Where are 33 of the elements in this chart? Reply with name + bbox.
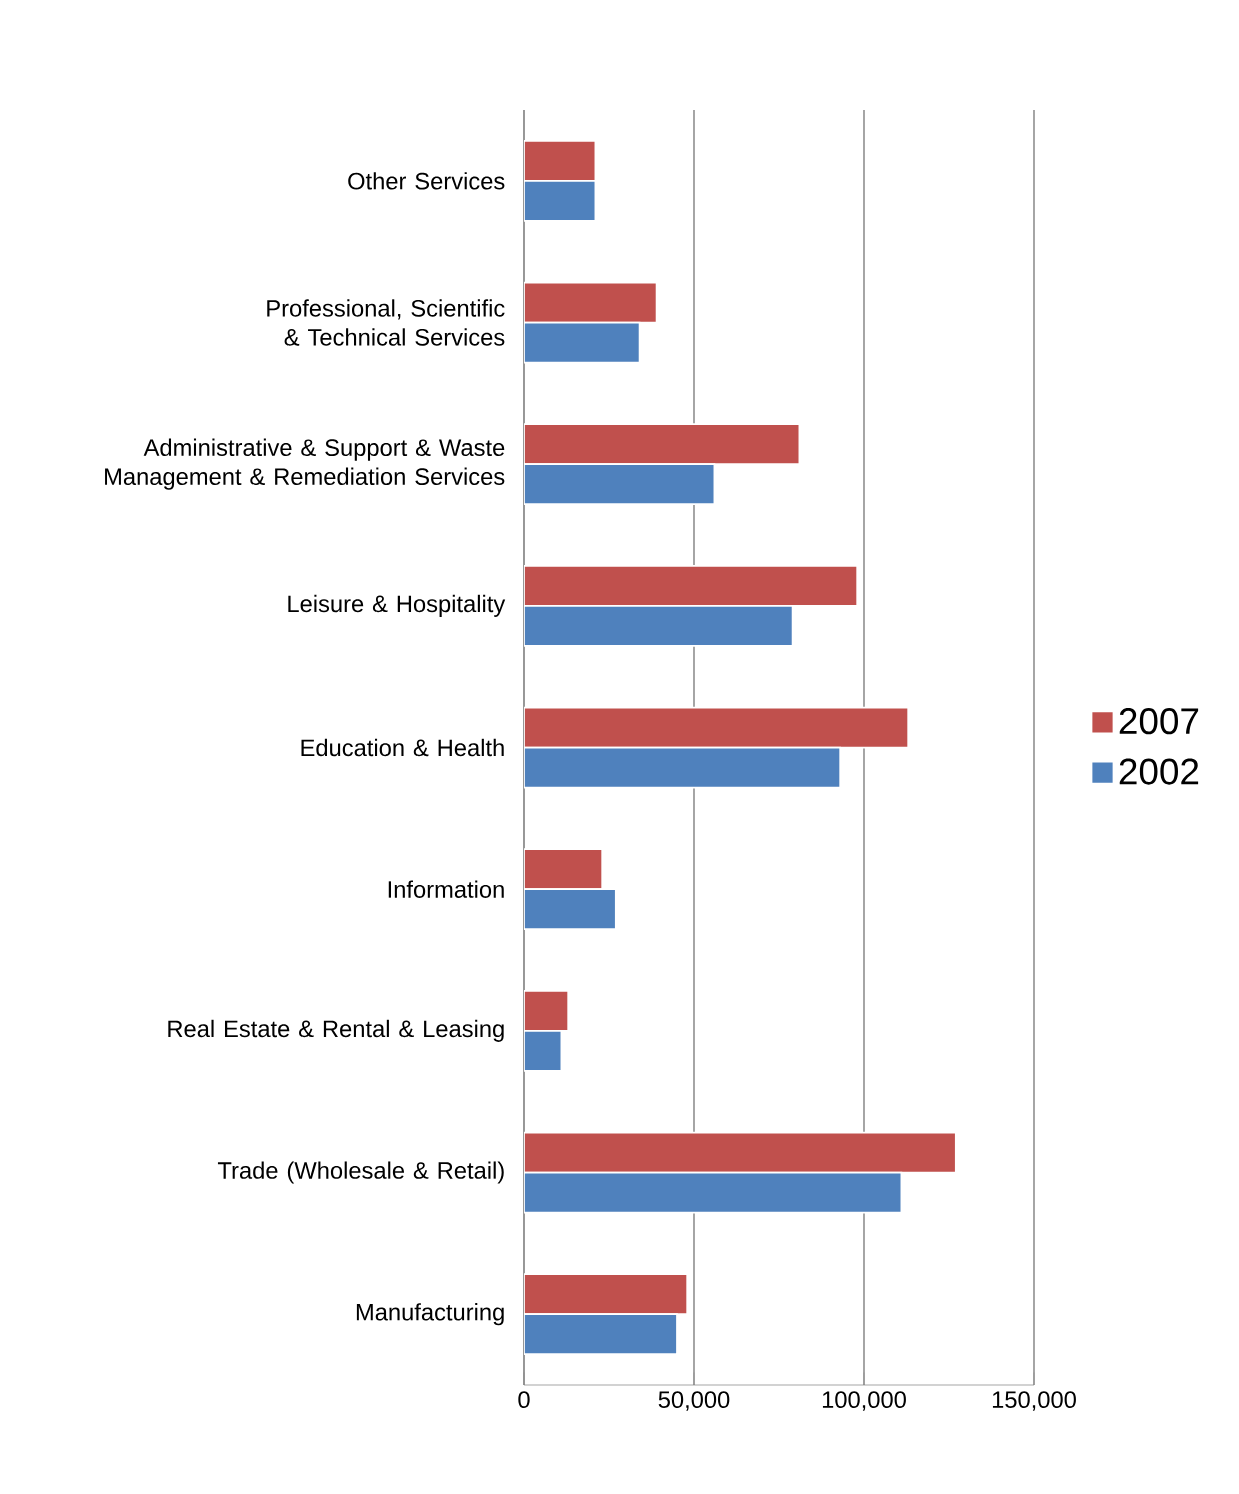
y-tick-label: Leisure & Hospitality	[288, 594, 506, 617]
y-tick-label: Professional, Scientific & Technical Services	[267, 299, 505, 346]
x-tick-label: 50,000	[658, 1391, 730, 1411]
bar	[524, 321, 641, 364]
legend-label: 2007	[1119, 708, 1199, 735]
y-tick-label: Trade (Wholesale & Retail)	[217, 1161, 504, 1184]
y-tick-label: Other Services	[348, 172, 505, 190]
bar	[524, 888, 617, 931]
y-tick-label: Administrative & Support & Waste Management & Remediation Services	[105, 438, 505, 490]
bar	[524, 564, 859, 607]
x-tick-label: 0	[518, 1391, 530, 1408]
bar	[524, 1171, 903, 1214]
bar	[524, 179, 597, 222]
bar	[524, 1273, 689, 1316]
bar	[524, 746, 842, 789]
x-tick-label: 100,000	[822, 1391, 906, 1411]
bar	[524, 848, 604, 891]
bar	[524, 706, 910, 749]
y-tick-label: Education & Health	[301, 738, 504, 757]
bar	[524, 1029, 563, 1072]
x-tick-label: 150,000	[992, 1391, 1076, 1411]
bar	[524, 1131, 957, 1174]
y-tick-label: Information	[388, 880, 504, 898]
bar	[524, 1313, 678, 1356]
legend-label: 2002	[1119, 758, 1199, 785]
y-tick-label: Real Estate & Rental & Leasing	[168, 1019, 504, 1042]
bar	[524, 281, 658, 324]
bar	[524, 423, 801, 466]
bar	[524, 139, 597, 182]
bar	[524, 604, 794, 647]
bar	[524, 989, 570, 1032]
bar	[524, 463, 716, 506]
y-tick-label: Manufacturing	[356, 1303, 504, 1326]
